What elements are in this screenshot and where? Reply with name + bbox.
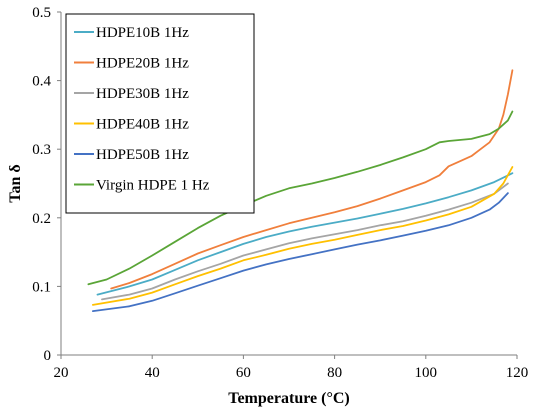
x-tick-label: 120 xyxy=(506,365,529,381)
x-axis: 20 40 60 80 100 120 xyxy=(54,354,529,381)
legend-label: HDPE30B 1Hz xyxy=(96,86,189,102)
x-tick-label: 100 xyxy=(415,365,438,381)
y-axis-title: Tan δ xyxy=(7,164,24,202)
y-tick-label: 0.2 xyxy=(32,211,51,227)
series-line-4 xyxy=(92,166,514,306)
y-tick-label: 0.4 xyxy=(32,74,51,90)
y-tick-label: 0.1 xyxy=(32,279,51,295)
series-group xyxy=(87,69,514,312)
legend: HDPE10B 1Hz HDPE20B 1Hz HDPE30B 1Hz HDPE40B… xyxy=(65,13,255,214)
x-tick-label: 40 xyxy=(145,365,160,381)
y-axis: 0 0.1 0.2 0.3 0.4 0.5 xyxy=(32,5,62,364)
y-tick-label: 0.5 xyxy=(32,5,51,21)
legend-label: HDPE50B 1Hz xyxy=(96,147,189,163)
y-tick-label: 0 xyxy=(44,348,52,364)
x-tick-label: 60 xyxy=(236,365,251,381)
x-tick-label: 80 xyxy=(327,365,342,381)
legend-label: HDPE40B 1Hz xyxy=(96,117,189,133)
y-tick-label: 0.3 xyxy=(32,142,51,158)
legend-label: HDPE10B 1Hz xyxy=(96,25,189,41)
series-line-2 xyxy=(110,69,514,290)
legend-box xyxy=(65,13,255,214)
legend-label: HDPE20B 1Hz xyxy=(96,56,189,72)
series-line-6 xyxy=(87,110,514,286)
x-axis-title: Temperature (°C) xyxy=(228,390,349,407)
legend-label: Virgin HDPE 1 Hz xyxy=(96,178,210,194)
series-line-5 xyxy=(92,192,509,312)
x-tick-label: 20 xyxy=(54,365,69,381)
series-line-3 xyxy=(101,182,509,301)
series-line-1 xyxy=(96,172,514,296)
